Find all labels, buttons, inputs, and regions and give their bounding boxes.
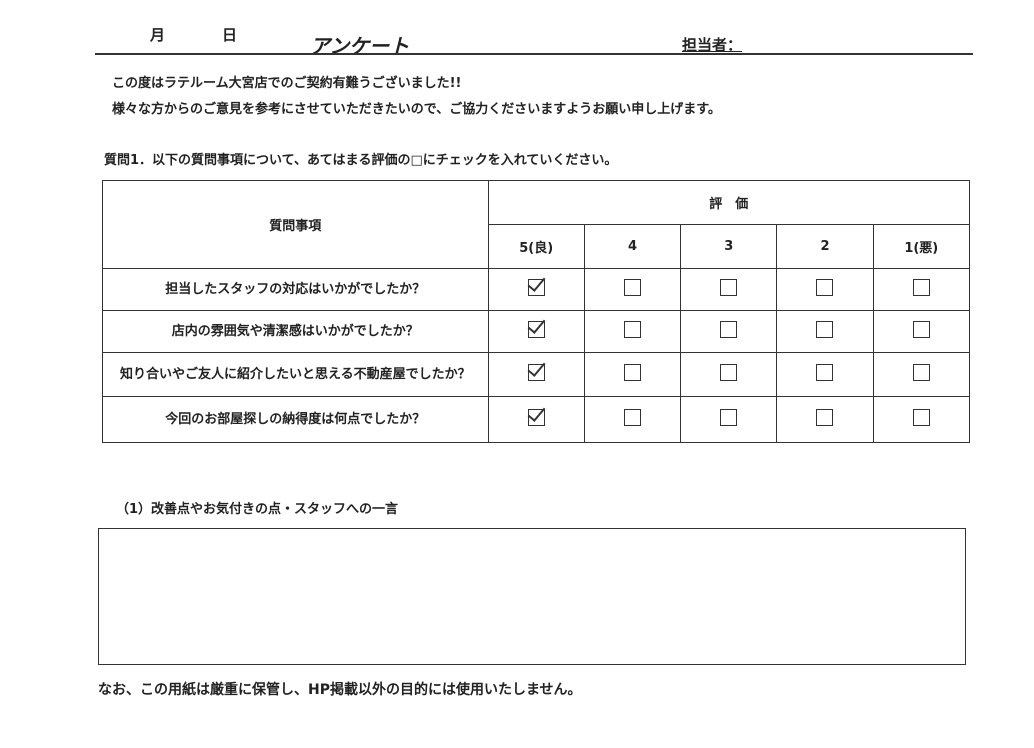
checkbox[interactable]	[624, 364, 642, 381]
rating-cell	[680, 352, 778, 397]
rating-cell	[776, 352, 874, 397]
rating-cell	[487, 268, 585, 311]
header-question-items: 質問事項	[102, 180, 489, 269]
rating-cell	[872, 352, 971, 397]
table-row: 店内の雰囲気や清潔感はいかがでしたか？	[102, 310, 971, 353]
rating-cell	[583, 310, 682, 353]
rating-table: 質問事項 評 価 5(良) 4 3 2 1(悪) 担当したスタッフの対応はいかがでしたか…	[102, 180, 971, 443]
rating-cell	[776, 396, 874, 443]
rating-cell	[680, 396, 778, 443]
checkbox[interactable]	[816, 409, 834, 426]
checkbox[interactable]	[720, 279, 738, 296]
checkbox[interactable]	[816, 279, 834, 296]
rating-cell	[680, 310, 778, 353]
table-row: 知り合いやご友人に紹介したいと思える不動産屋でしたか？	[102, 352, 971, 397]
question-text: 知り合いやご友人に紹介したいと思える不動産屋でしたか？	[102, 352, 489, 397]
checked-checkbox[interactable]	[527, 364, 545, 381]
footer-note: なお、この用紙は厳重に保管し、HP掲載以外の目的には使用いたしません。	[98, 682, 582, 698]
rating-cell	[487, 396, 585, 443]
intro-line-1: この度はラテルーム大宮店でのご契約有難うございました!!	[112, 76, 462, 91]
checkbox[interactable]	[816, 364, 834, 381]
header-rating: 評 価	[487, 180, 971, 225]
checkbox[interactable]	[720, 409, 738, 426]
checkbox[interactable]	[816, 321, 834, 338]
rating-label-4: 1(悪)	[872, 224, 971, 269]
checkbox[interactable]	[624, 409, 642, 426]
comment-label: （1）改善点やお気付きの点・スタッフへの一言	[116, 502, 399, 517]
checkbox[interactable]	[720, 321, 738, 338]
checkbox[interactable]	[624, 279, 642, 296]
rating-cell	[776, 268, 874, 311]
rating-cell	[872, 268, 971, 311]
question-text: 店内の雰囲気や清潔感はいかがでしたか？	[102, 310, 489, 353]
day-label: 日	[222, 26, 238, 44]
checked-checkbox[interactable]	[527, 409, 545, 426]
comment-textarea[interactable]	[98, 528, 966, 665]
staff-label: 担当者：	[682, 36, 743, 54]
question1-instruction: 質問1．以下の質問事項について、あてはまる評価の□にチェックを入れていください。	[104, 153, 618, 168]
intro-line-2: 様々な方からのご意見を参考にさせていただきたいので、ご協力くださいますようお願い…	[112, 102, 721, 117]
rating-label-2: 3	[680, 224, 778, 269]
rating-cell	[583, 396, 682, 443]
checked-checkbox[interactable]	[527, 279, 545, 296]
rating-cell	[680, 268, 778, 311]
rating-label-3: 2	[776, 224, 874, 269]
checkbox[interactable]	[720, 364, 738, 381]
rating-label-0: 5(良)	[487, 224, 585, 269]
table-row: 担当したスタッフの対応はいかがでしたか？	[102, 268, 971, 311]
checkbox[interactable]	[912, 279, 930, 296]
month-label: 月	[150, 26, 166, 44]
table-row: 今回のお部屋探しの納得度は何点でしたか？	[102, 396, 971, 443]
rating-cell	[487, 310, 585, 353]
rating-cell	[776, 310, 874, 353]
question-text: 今回のお部屋探しの納得度は何点でしたか？	[102, 396, 489, 443]
rating-cell	[872, 310, 971, 353]
rating-label-1: 4	[583, 224, 682, 269]
checkbox[interactable]	[624, 321, 642, 338]
checked-checkbox[interactable]	[527, 321, 545, 338]
rating-cell	[583, 352, 682, 397]
question-text: 担当したスタッフの対応はいかがでしたか？	[102, 268, 489, 311]
checkbox[interactable]	[912, 364, 930, 381]
rating-cell	[583, 268, 682, 311]
rating-cell	[872, 396, 971, 443]
rating-cell	[487, 352, 585, 397]
checkbox[interactable]	[912, 321, 930, 338]
checkbox[interactable]	[912, 409, 930, 426]
header-divider	[95, 53, 973, 55]
